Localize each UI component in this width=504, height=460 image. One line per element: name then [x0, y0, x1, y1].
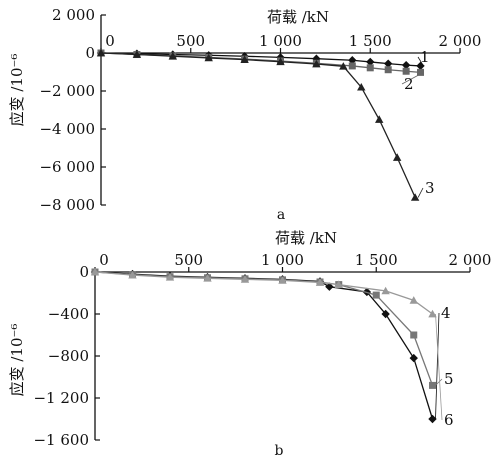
y-axis-title: 应变 /10⁻⁶ [8, 324, 26, 397]
series-label-2: 2 [404, 75, 414, 93]
panel-label: a [277, 207, 285, 223]
data-point-series-1 [348, 56, 357, 65]
data-point-series-3 [392, 153, 402, 161]
y-tick-label: 0 [79, 263, 89, 281]
x-tick-label: 0 [105, 32, 115, 50]
data-point-series-2 [384, 66, 392, 74]
x-axis-title: 荷载 /kN [267, 8, 329, 26]
data-point-series-5 [429, 381, 436, 389]
data-point-series-3 [96, 48, 106, 57]
chart-panel-a: 0 500 1 000 1 500 2 000 2 000 0 −2 000 −4 000 −6 … [8, 6, 481, 223]
y-tick-label: −1 600 [33, 431, 89, 449]
data-point-series-3 [339, 62, 348, 70]
panel-label: b [275, 443, 284, 459]
data-point-series-4 [325, 282, 334, 291]
y-tick-label: 0 [85, 44, 95, 62]
data-point-series-6 [381, 286, 390, 295]
series-label-1: 1 [420, 48, 430, 66]
data-point-series-1 [366, 57, 375, 67]
y-tick-label: −4 000 [39, 120, 95, 138]
x-tick-label: 1 500 [349, 32, 392, 50]
data-point-series-6 [203, 274, 212, 282]
data-point-series-5 [410, 331, 418, 339]
data-point-series-6 [315, 278, 325, 286]
data-point-series-6 [334, 280, 343, 288]
data-point-series-1 [384, 59, 393, 68]
data-point-series-4 [409, 353, 418, 363]
data-point-series-3 [204, 53, 213, 62]
y-tick-label: −400 [48, 305, 89, 323]
y-tick-label: −1 200 [33, 389, 89, 407]
y-tick-label: −2 000 [39, 82, 95, 100]
data-point-series-4 [428, 414, 437, 424]
x-tick-label: 2 000 [449, 251, 492, 269]
data-point-series-3 [132, 50, 142, 58]
data-point-series-2 [402, 67, 410, 75]
x-tick-label: 1 000 [259, 32, 302, 50]
series-label-leader [435, 313, 443, 421]
series-label-5: 5 [444, 370, 454, 388]
series-line-3 [100, 52, 416, 198]
data-point-series-3 [168, 52, 177, 60]
series-label-3: 3 [425, 179, 435, 197]
series-label-4: 4 [441, 304, 451, 322]
data-point-series-1 [276, 53, 285, 62]
x-tick-label: 2 000 [439, 32, 482, 50]
series-label-leader [401, 72, 424, 85]
data-point-series-4 [381, 309, 390, 319]
data-point-series-1 [401, 60, 411, 70]
data-point-series-2 [348, 62, 356, 70]
data-point-series-6 [428, 309, 437, 318]
data-point-series-3 [375, 115, 384, 123]
data-point-series-6 [240, 275, 250, 283]
x-tick-label: 1 500 [355, 251, 398, 269]
series-line-5 [94, 271, 434, 386]
series-label-leader [435, 312, 440, 420]
data-point-series-2 [366, 64, 374, 72]
data-point-series-6 [90, 267, 100, 276]
y-tick-label: −6 000 [39, 158, 95, 176]
data-point-series-6 [128, 270, 137, 279]
y-tick-label: −800 [48, 347, 89, 365]
series-label-6: 6 [444, 411, 454, 429]
chart-panel-b: 0 500 1 000 1 500 2 000 0 −400 −800 −1 200 −1 600… [8, 229, 491, 459]
data-point-series-3 [312, 59, 321, 68]
data-point-series-6 [165, 273, 175, 281]
x-tick-label: 0 [99, 251, 109, 269]
y-axis-title: 应变 /10⁻⁶ [8, 54, 26, 127]
series-label-leader [417, 56, 424, 67]
data-point-series-6 [278, 276, 287, 284]
data-point-series-5 [372, 291, 380, 299]
x-tick-label: 1 000 [261, 251, 304, 269]
x-tick-label: 500 [176, 32, 205, 50]
series-label-leader [435, 378, 443, 386]
x-tick-label: 500 [174, 251, 203, 269]
y-tick-label: 2 000 [52, 6, 95, 24]
data-point-series-2 [417, 68, 425, 76]
series-label-leader [417, 187, 424, 198]
data-point-series-3 [410, 193, 420, 201]
y-tick-label: −8 000 [39, 196, 95, 214]
data-point-series-6 [409, 296, 418, 304]
data-point-series-3 [357, 83, 366, 91]
data-point-series-3 [276, 57, 285, 66]
data-point-series-3 [240, 55, 249, 64]
x-axis-title: 荷载 /kN [275, 229, 337, 247]
